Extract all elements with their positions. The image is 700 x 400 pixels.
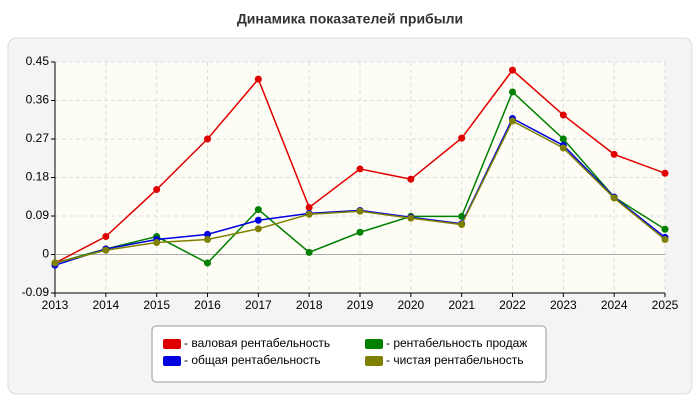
- y-tick-label: -0.09: [22, 285, 50, 299]
- point: [509, 66, 516, 74]
- point: [356, 207, 364, 215]
- point: [407, 175, 415, 183]
- y-tick-label: 0.36: [26, 93, 50, 107]
- legend-label: - рентабельность продаж: [386, 336, 527, 350]
- legend-label: - валовая рентабельность: [184, 336, 330, 350]
- point: [153, 239, 161, 247]
- point: [356, 228, 364, 236]
- point: [204, 135, 211, 143]
- point: [204, 259, 211, 267]
- legend-swatch: [365, 356, 383, 366]
- x-tick-label: 2021: [448, 298, 475, 312]
- point: [204, 236, 211, 244]
- point: [559, 111, 567, 119]
- y-tick-label: 0.09: [26, 208, 50, 222]
- point: [509, 117, 516, 125]
- x-tick-label: 2020: [397, 298, 424, 312]
- x-tick-label: 2019: [347, 298, 374, 312]
- point: [356, 165, 364, 173]
- y-tick-label: 0.18: [26, 170, 50, 184]
- legend-label: - общая рентабельность: [184, 353, 321, 367]
- point: [661, 236, 669, 244]
- x-tick-label: 2014: [92, 298, 119, 312]
- x-tick-label: 2023: [550, 298, 577, 312]
- point: [153, 185, 161, 193]
- x-tick-label: 2015: [143, 298, 170, 312]
- point: [407, 214, 415, 222]
- legend-swatch: [163, 339, 181, 349]
- point: [254, 225, 262, 233]
- point: [254, 75, 262, 83]
- y-tick-label: 0: [42, 247, 49, 261]
- x-tick-label: 2022: [499, 298, 526, 312]
- point: [559, 144, 567, 152]
- point: [610, 150, 618, 158]
- legend-swatch: [163, 356, 181, 366]
- point: [661, 169, 669, 177]
- x-tick-label: 2017: [245, 298, 272, 312]
- chart-title: Динамика показателей прибыли: [237, 11, 463, 27]
- point: [661, 225, 669, 233]
- point: [610, 194, 618, 202]
- y-tick-label: 0.45: [26, 54, 50, 68]
- point: [458, 212, 466, 220]
- x-tick-label: 2016: [194, 298, 221, 312]
- x-tick-label: 2024: [601, 298, 628, 312]
- point: [458, 134, 466, 142]
- point: [559, 135, 567, 143]
- point: [102, 233, 110, 241]
- point: [204, 230, 211, 238]
- point: [254, 216, 262, 224]
- point: [305, 248, 313, 256]
- point: [509, 88, 516, 96]
- legend-box: [151, 325, 547, 383]
- point: [254, 206, 262, 214]
- x-tick-label: 2025: [652, 298, 679, 312]
- legend-label: - чистая рентабельность: [386, 353, 523, 367]
- point: [305, 210, 313, 218]
- point: [305, 203, 313, 211]
- point: [458, 221, 466, 229]
- y-tick-label: 0.27: [26, 131, 50, 145]
- point: [102, 246, 110, 254]
- point: [51, 259, 59, 267]
- x-tick-label: 2018: [296, 298, 323, 312]
- x-tick-label: 2013: [42, 298, 69, 312]
- legend-swatch: [365, 339, 383, 349]
